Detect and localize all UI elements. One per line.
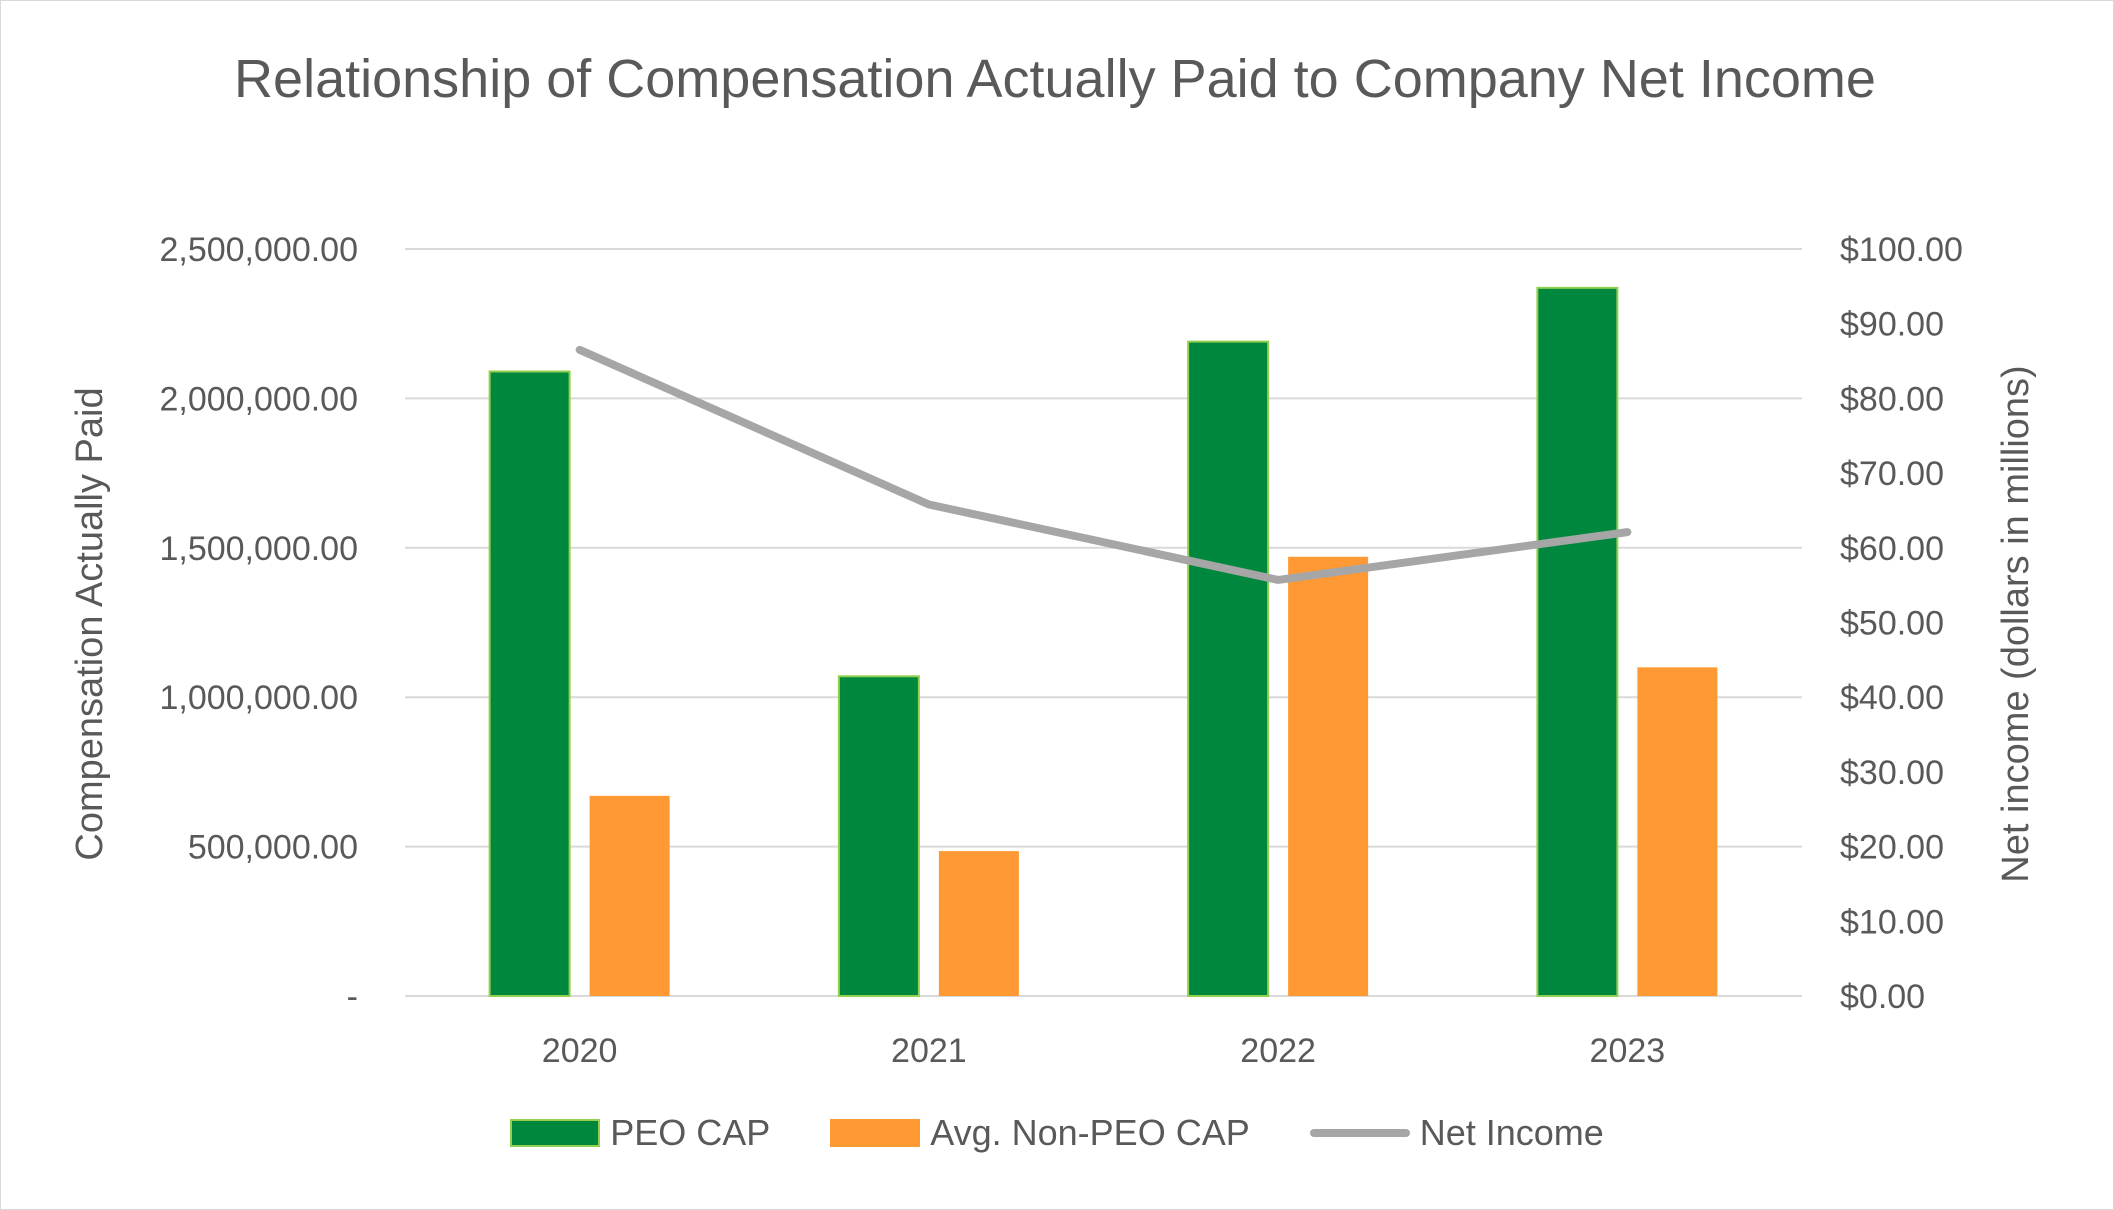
- y2-tick-label: $100.00: [1840, 231, 1963, 269]
- legend-label-net-income: Net Income: [1419, 1112, 1604, 1153]
- legend-label-peo-cap: PEO CAP: [610, 1112, 771, 1153]
- legend-swatch-non-peo-cap: [830, 1119, 921, 1147]
- legend-item-non-peo-cap: Avg. Non-PEO CAP: [830, 1112, 1250, 1154]
- y2-tick-label: $80.00: [1840, 380, 1944, 418]
- x-tick-label: 2021: [891, 1032, 967, 1070]
- line-net-income: [575, 345, 1632, 584]
- legend: PEO CAP Avg. Non-PEO CAP Net Income: [0, 1112, 2114, 1154]
- y-tick-label: 2,500,000.00: [159, 231, 358, 269]
- y-tick-label: 500,000.00: [188, 829, 358, 867]
- y2-tick-label: $60.00: [1840, 530, 1944, 568]
- bar-peo-cap-2021: [837, 675, 920, 997]
- chart-title: Relationship of Compensation Actually Pa…: [234, 49, 1876, 109]
- y-tick-label: 1,500,000.00: [159, 530, 358, 568]
- legend-swatch-peo-cap: [510, 1119, 601, 1147]
- axis-ticks: - 500,000.00 1,000,000.00 1,500,000.00 2,000…: [159, 231, 1962, 1070]
- y2-tick-label: $50.00: [1840, 605, 1944, 643]
- y2-tick-label: $30.00: [1840, 754, 1944, 792]
- x-tick-label: 2023: [1590, 1032, 1666, 1070]
- y2-tick-label: $90.00: [1840, 306, 1944, 344]
- y2-tick-label: $70.00: [1840, 455, 1944, 493]
- x-tick-label: 2020: [542, 1032, 618, 1070]
- bars: [488, 286, 1718, 997]
- bar-avg-non-peo-cap-2021: [938, 851, 1019, 996]
- y2-axis-title: Net income (dollars in millions): [1995, 365, 2037, 882]
- bar-avg-non-peo-cap-2023: [1637, 667, 1718, 996]
- y-tick-label: 2,000,000.00: [159, 380, 358, 418]
- y2-tick-label: $40.00: [1840, 679, 1944, 717]
- x-tick-label: 2022: [1240, 1032, 1316, 1070]
- net-income-line: [575, 345, 1632, 584]
- y-axis-title: Compensation Actually Paid: [69, 387, 111, 860]
- bar-peo-cap-2023: [1536, 286, 1619, 997]
- legend-swatch-net-income: [1309, 1129, 1410, 1137]
- y-tick-label: -: [347, 978, 358, 1016]
- y2-tick-label: $10.00: [1840, 903, 1944, 941]
- y2-tick-label: $0.00: [1840, 978, 1925, 1016]
- y-tick-label: 1,000,000.00: [159, 679, 358, 717]
- legend-item-net-income: Net Income: [1309, 1112, 1604, 1154]
- bar-avg-non-peo-cap-2022: [1288, 556, 1369, 996]
- y2-tick-label: $20.00: [1840, 829, 1944, 867]
- bar-peo-cap-2022: [1187, 340, 1270, 997]
- bar-avg-non-peo-cap-2020: [589, 795, 670, 996]
- legend-item-peo-cap: PEO CAP: [510, 1112, 770, 1154]
- bar-peo-cap-2020: [488, 370, 571, 997]
- legend-label-non-peo-cap: Avg. Non-PEO CAP: [930, 1112, 1250, 1153]
